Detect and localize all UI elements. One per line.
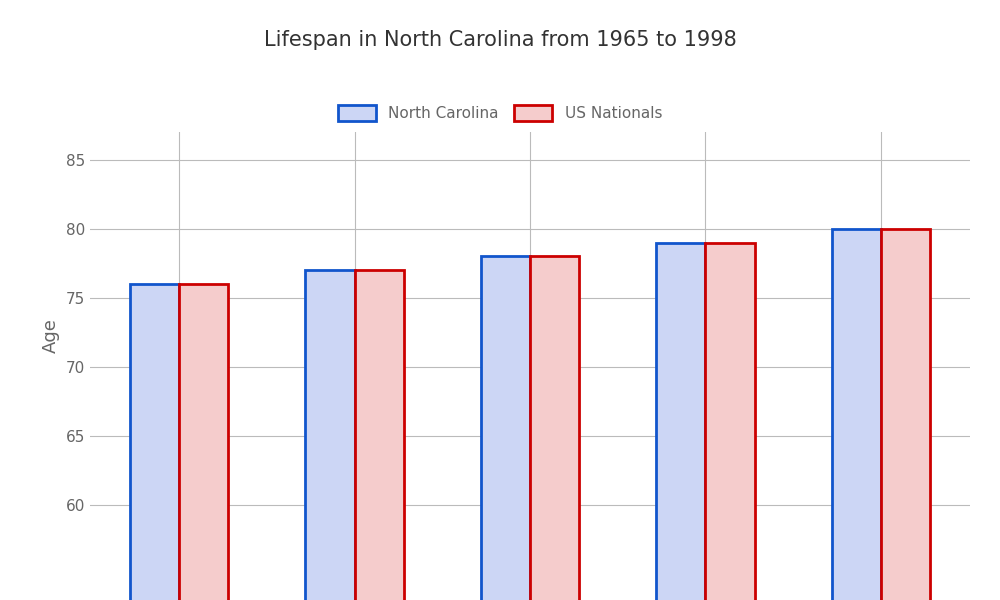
Bar: [355, 271, 404, 600]
Bar: [130, 284, 179, 600]
Text: Lifespan in North Carolina from 1965 to 1998: Lifespan in North Carolina from 1965 to …: [264, 30, 736, 50]
Bar: [881, 229, 930, 600]
Legend: North Carolina, US Nationals: North Carolina, US Nationals: [330, 98, 670, 129]
Bar: [481, 256, 530, 600]
Y-axis label: Age: Age: [42, 319, 60, 353]
Bar: [530, 256, 579, 600]
Bar: [832, 229, 881, 600]
Bar: [179, 284, 228, 600]
X-axis label: Year: Year: [511, 565, 549, 583]
Bar: [705, 242, 755, 600]
Bar: [656, 242, 705, 600]
Bar: [305, 271, 355, 600]
